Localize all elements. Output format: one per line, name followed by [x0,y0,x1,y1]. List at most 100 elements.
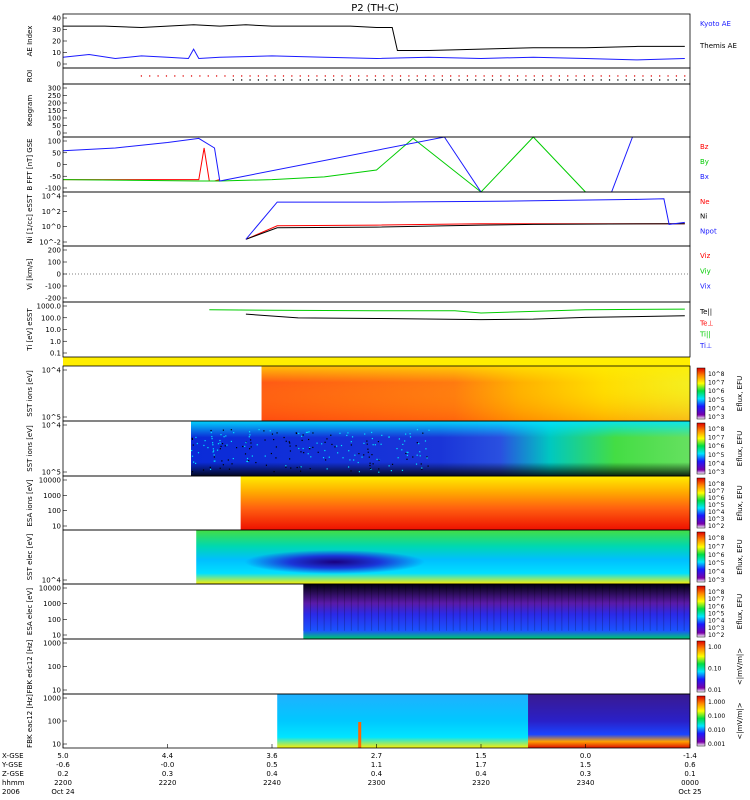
esa-ion-speckle [212,442,214,444]
x-tick-label: 0.3 [162,770,173,778]
esa-ion-speckle [309,447,311,449]
roi-marker [291,75,293,77]
legend-entry: By [700,158,709,166]
colorbar-tick: 10^3 [708,414,725,421]
y-tick-label: 10000 [39,585,61,593]
esa-ion-speckle [358,471,360,473]
esa-ion-speckle [376,458,378,461]
fbk-edc-stripe [636,584,637,631]
roi-marker [600,75,602,77]
esa-ion-speckle [358,453,360,455]
esa-ion-speckle [221,442,224,445]
y-tick-label: -100 [45,185,61,193]
esa-ion-speckle [246,457,249,460]
colorbar-tick: 10^4 [708,569,725,576]
y-tick-label: 100 [48,115,61,123]
esa-ion-speckle [378,468,380,470]
fbk-edc-stripe [520,584,522,631]
time-axis-row-label: X-GSE [2,752,24,760]
esa-ion-speckle [331,443,333,446]
esa-ion-speckle [330,434,332,436]
x-tick-label: 2320 [472,779,490,787]
sst-elec-spectrum [240,476,690,530]
roi-marker [257,79,260,81]
esa-ion-speckle [368,456,370,458]
y-tick-label: 10^5 [42,469,61,477]
roi-marker [558,75,561,77]
roi-marker [433,79,435,81]
x-tick-label: Oct 24 [51,788,75,796]
esa-ion-speckle [207,447,209,449]
colorbar-tick: 10^8 [708,426,725,433]
fbk-edc-stripe [323,584,325,631]
esa-ion-speckle [322,457,325,459]
colorbar [696,477,706,529]
esa-ion-speckle [289,445,291,447]
esa-ion-speckle [388,436,390,438]
esa-ion-speckle [391,463,394,465]
esa-ion-speckle [288,441,290,443]
roi-marker [608,79,611,81]
y-tick-label: 100 [48,663,61,671]
esa-ion-speckle [388,465,390,467]
fbk-edc-stripe [622,584,624,631]
fbk-scm-spectrum-late [528,694,690,748]
fbk-edc-stripe [683,584,685,631]
esa-ion-speckle [301,435,303,437]
esa-ion-speckle [380,443,382,445]
esa-ion-speckle [406,458,408,460]
esa-ion-speckle [372,463,374,465]
fbk-edc-stripe [663,584,665,631]
esa-elec-core [244,550,425,574]
x-tick-label: 2240 [263,779,281,787]
colorbar-label: Eflux, EFU [736,431,744,466]
esa-ion-speckle [377,440,380,443]
esa-ion-speckle [298,447,300,450]
roi-marker [324,75,326,77]
roi-marker [658,75,661,77]
x-tick-label: 4.4 [162,752,174,760]
roi-marker [583,79,586,81]
y-tick-label: 0 [57,130,61,138]
roi-marker [383,75,385,77]
fbk-edc-stripe [656,584,658,631]
fbk-edc-stripe [452,584,454,631]
esa-ion-speckle [295,432,298,435]
esa-ion-speckle [212,451,214,453]
series-line [245,313,685,321]
panel-frames: AE Index 0 10 20 30 40 Kyoto AE Themis AE ROI Keo… [26,13,744,749]
roi-marker [299,75,301,77]
esa-ion-speckle [369,464,371,467]
roi-marker [366,79,368,81]
esa-ion-speckle [405,452,407,455]
time-axis: X-GSEY-GSEZ-GSEhhmm20065.0-0.60.22200Oct… [1,744,702,796]
esa-ion-speckle [334,446,336,448]
y-tick-label: 100 [48,259,61,267]
esa-ion-speckle [193,461,195,463]
esa-ion-speckle [307,431,309,433]
esa-ion-speckle [317,451,319,453]
esa-ion-speckle [242,445,244,448]
roi-marker [366,75,368,77]
series-line [63,24,685,51]
y-tick-label: 10 [52,687,61,695]
esa-ion-speckle [371,454,373,456]
esa-ion-speckle [301,439,303,442]
colorbar-tick: 10^8 [708,535,725,542]
roi-marker [675,75,678,77]
roi-marker [157,75,159,77]
esa-ion-speckle [213,460,215,462]
esa-ion-speckle [296,466,298,469]
line-traces [62,24,690,321]
series-line [62,136,633,193]
roi-marker [224,75,226,77]
y-tick-label: 10^4 [42,367,62,375]
esa-ion-speckle [212,444,214,446]
y-axis-label: SST ions [eV] [26,370,34,417]
fbk-edc-stripe [547,584,549,631]
y-tick-label: 10.0 [45,326,61,334]
legend-entry: Viz [700,252,711,260]
esa-ion-speckle [367,448,369,450]
colorbar [696,531,706,583]
legend-entry: Ti|| [699,331,711,339]
